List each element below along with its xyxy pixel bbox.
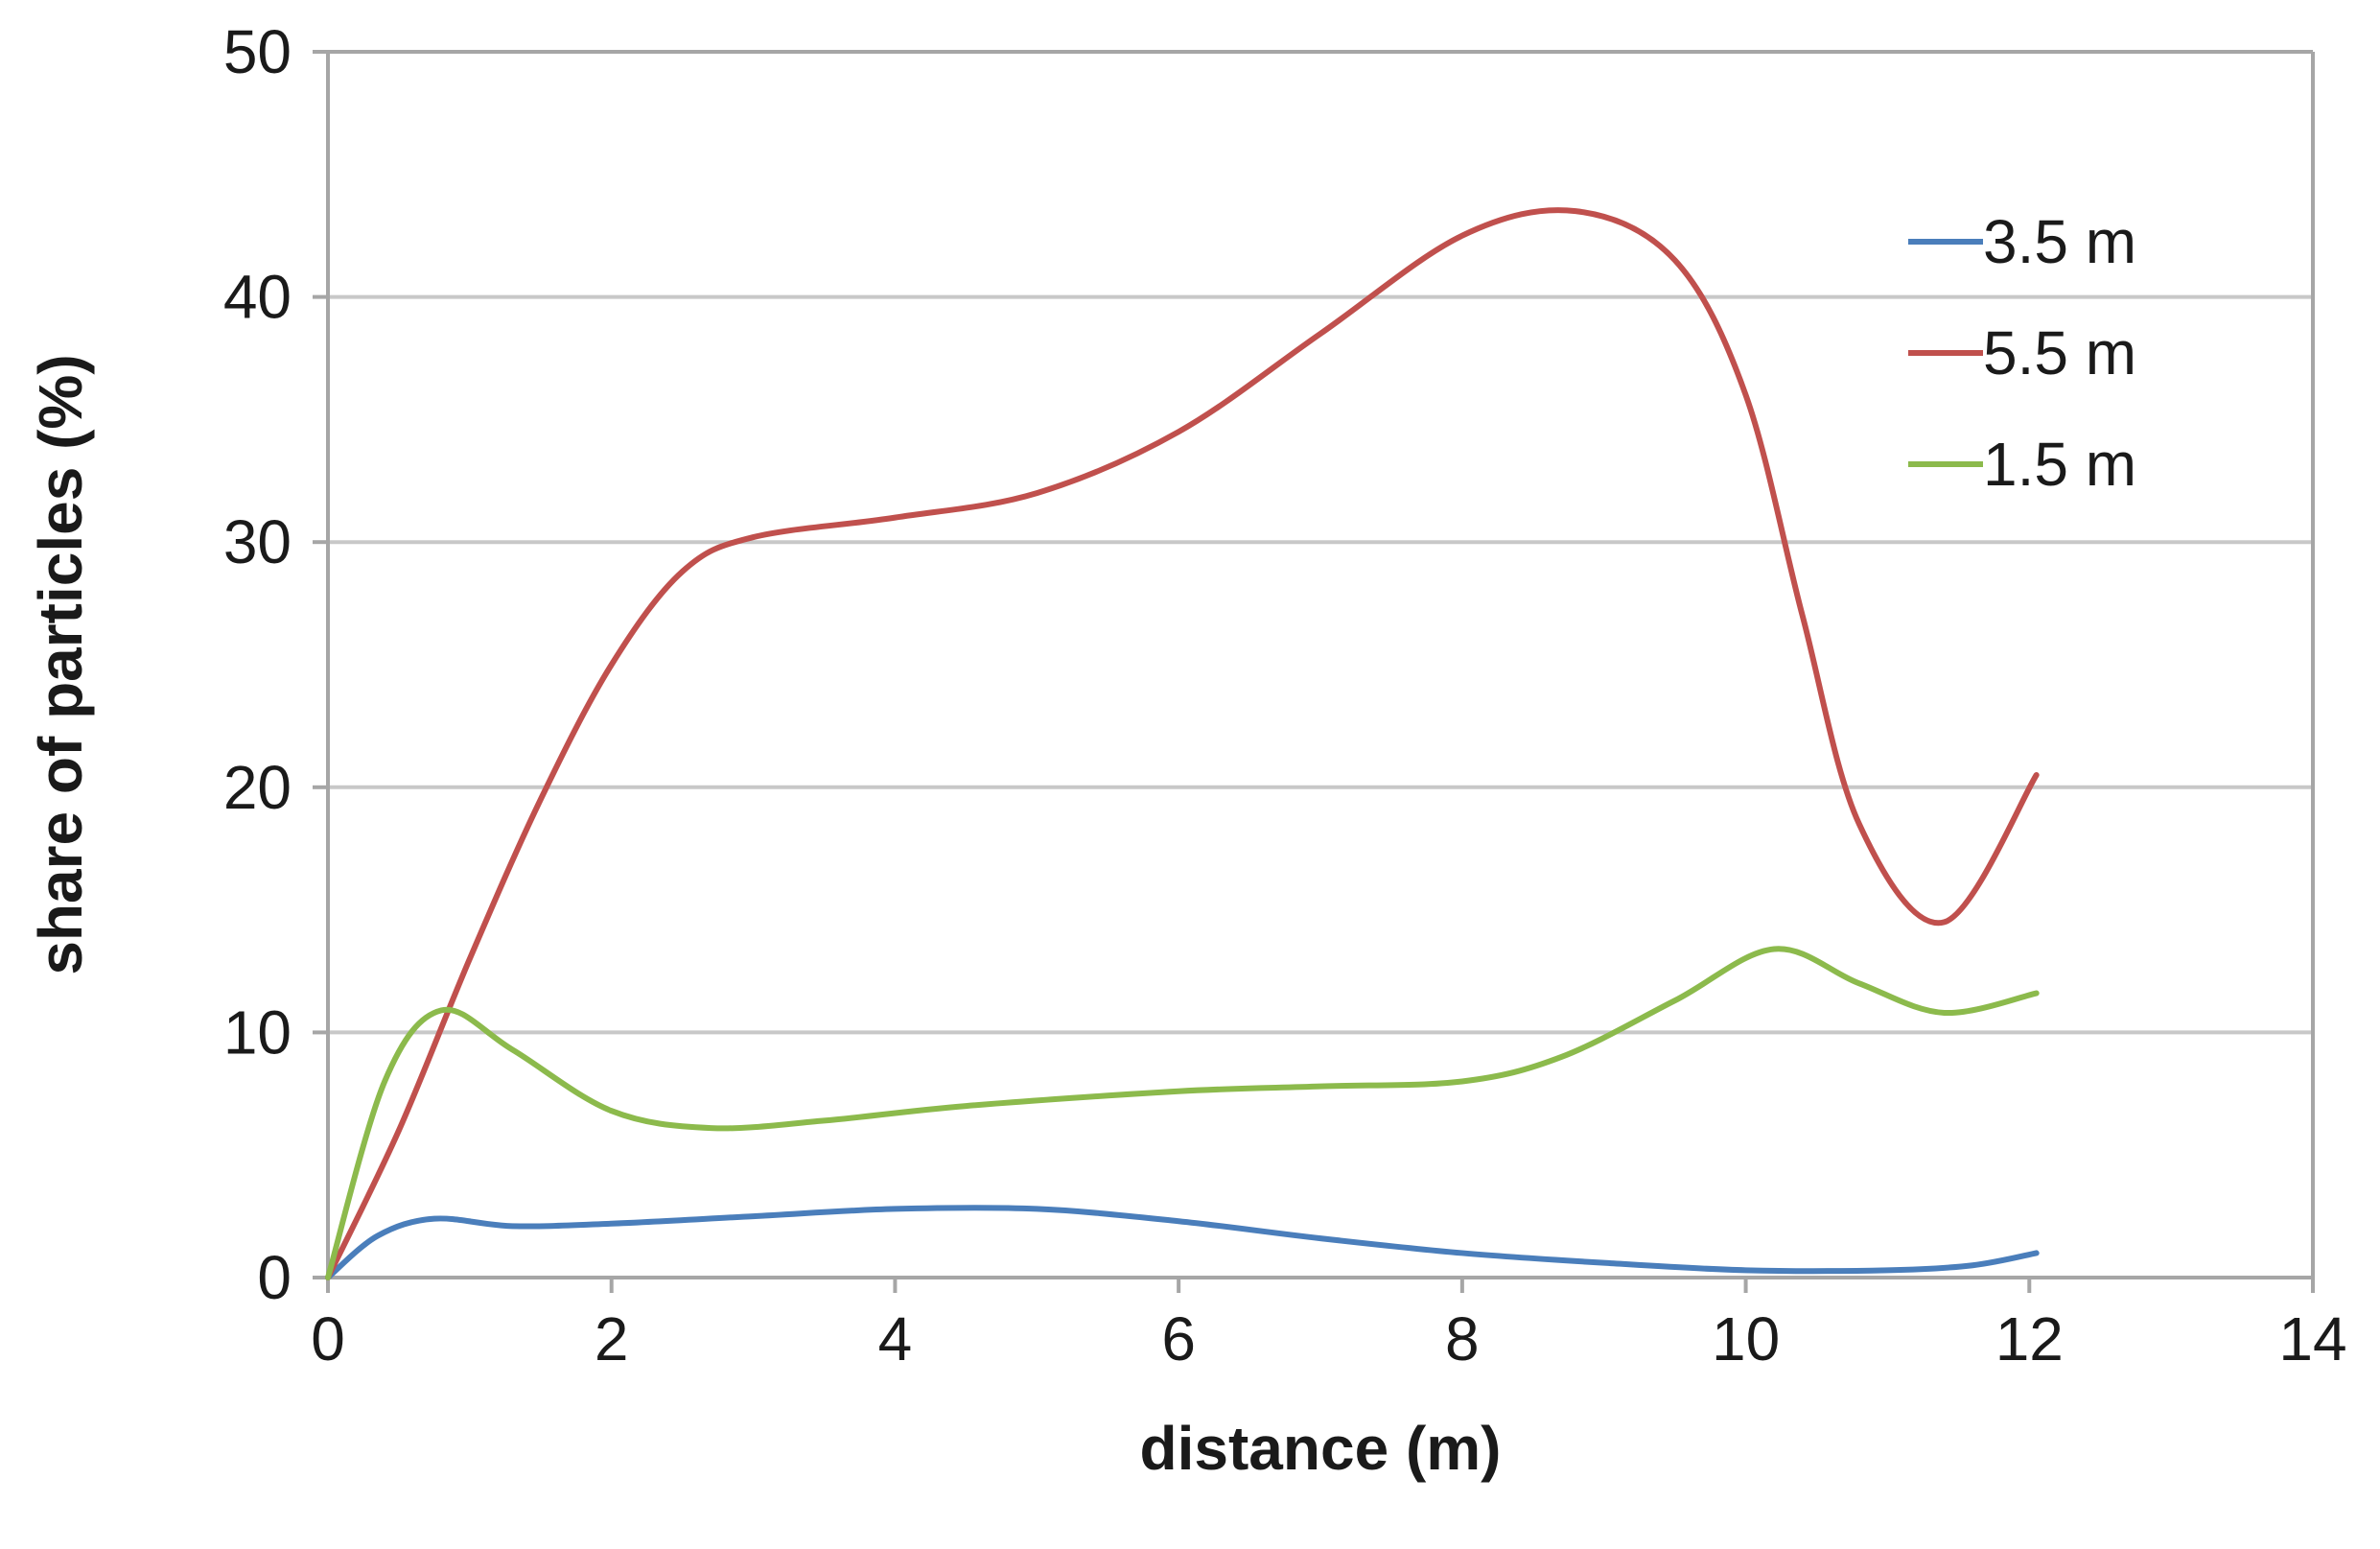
y-tick-label-2: 20 [223,753,292,822]
y-tick-label-4: 40 [223,263,292,332]
x-tick-label-2: 4 [878,1304,913,1373]
series-lines [325,207,2040,1280]
legend-label-1: 5.5 m [1983,318,2136,387]
legend: 3.5 m 5.5 m 1.5 m [1908,207,2136,499]
x-tick-label-4: 8 [1445,1304,1480,1373]
series-line-2 [325,946,2040,1280]
legend-label-0: 3.5 m [1983,207,2136,276]
x-tick-label-6: 12 [1995,1304,2064,1373]
axes [313,50,2315,1293]
x-tick-label-5: 10 [1712,1304,1780,1373]
x-axis-title: distance (m) [1140,1414,1502,1483]
y-axis-title: share of particles (%) [26,354,95,974]
y-tick-label-1: 10 [223,997,292,1067]
y-tick-label-5: 50 [223,17,292,86]
tick-labels: 0 10 20 30 40 50 0 2 4 6 8 10 12 14 [223,17,2347,1373]
x-tick-label-1: 2 [595,1304,629,1373]
x-tick-label-3: 6 [1161,1304,1196,1373]
legend-label-2: 1.5 m [1983,430,2136,499]
series-line-0 [325,1205,2040,1280]
series-line-1 [325,207,2040,1280]
x-tick-label-0: 0 [311,1304,345,1373]
gridlines [328,50,2313,1035]
y-tick-label-3: 30 [223,507,292,576]
x-tick-label-7: 14 [2278,1304,2346,1373]
y-tick-label-0: 0 [257,1243,292,1312]
